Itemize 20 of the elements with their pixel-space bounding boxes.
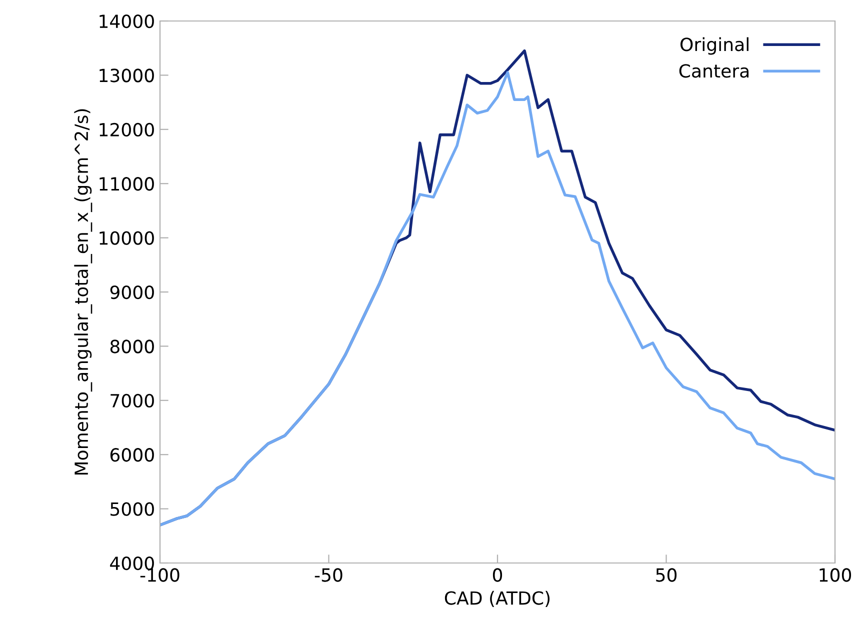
y-tick-label: 4000 xyxy=(110,556,154,570)
y-tick-label: 7000 xyxy=(110,394,154,408)
x-tick-label: 0 xyxy=(492,568,502,582)
y-tick-label: 10000 xyxy=(100,231,154,245)
y-tick-label: 8000 xyxy=(110,340,154,354)
legend-label: Cantera xyxy=(679,64,748,78)
y-tick-label: 12000 xyxy=(100,122,154,137)
y-tick-label: 9000 xyxy=(110,285,154,300)
legend-label: Original xyxy=(680,37,748,55)
y-tick-label: 5000 xyxy=(110,502,154,516)
x-axis-title: CAD (ATDC) xyxy=(444,590,550,607)
y-tick-label: 11000 xyxy=(100,177,154,191)
x-tick-label: -100 xyxy=(140,568,180,582)
y-tick-label: 13000 xyxy=(100,68,154,82)
x-tick-label: -50 xyxy=(314,568,342,582)
y-tick-label: 6000 xyxy=(110,448,154,462)
x-tick-label: 100 xyxy=(820,568,852,582)
y-axis-title: Momento_angular_total_en_x_(gcm^2/s) xyxy=(74,109,92,475)
x-tick-label: 50 xyxy=(656,568,677,582)
y-tick-label: 14000 xyxy=(100,14,154,28)
